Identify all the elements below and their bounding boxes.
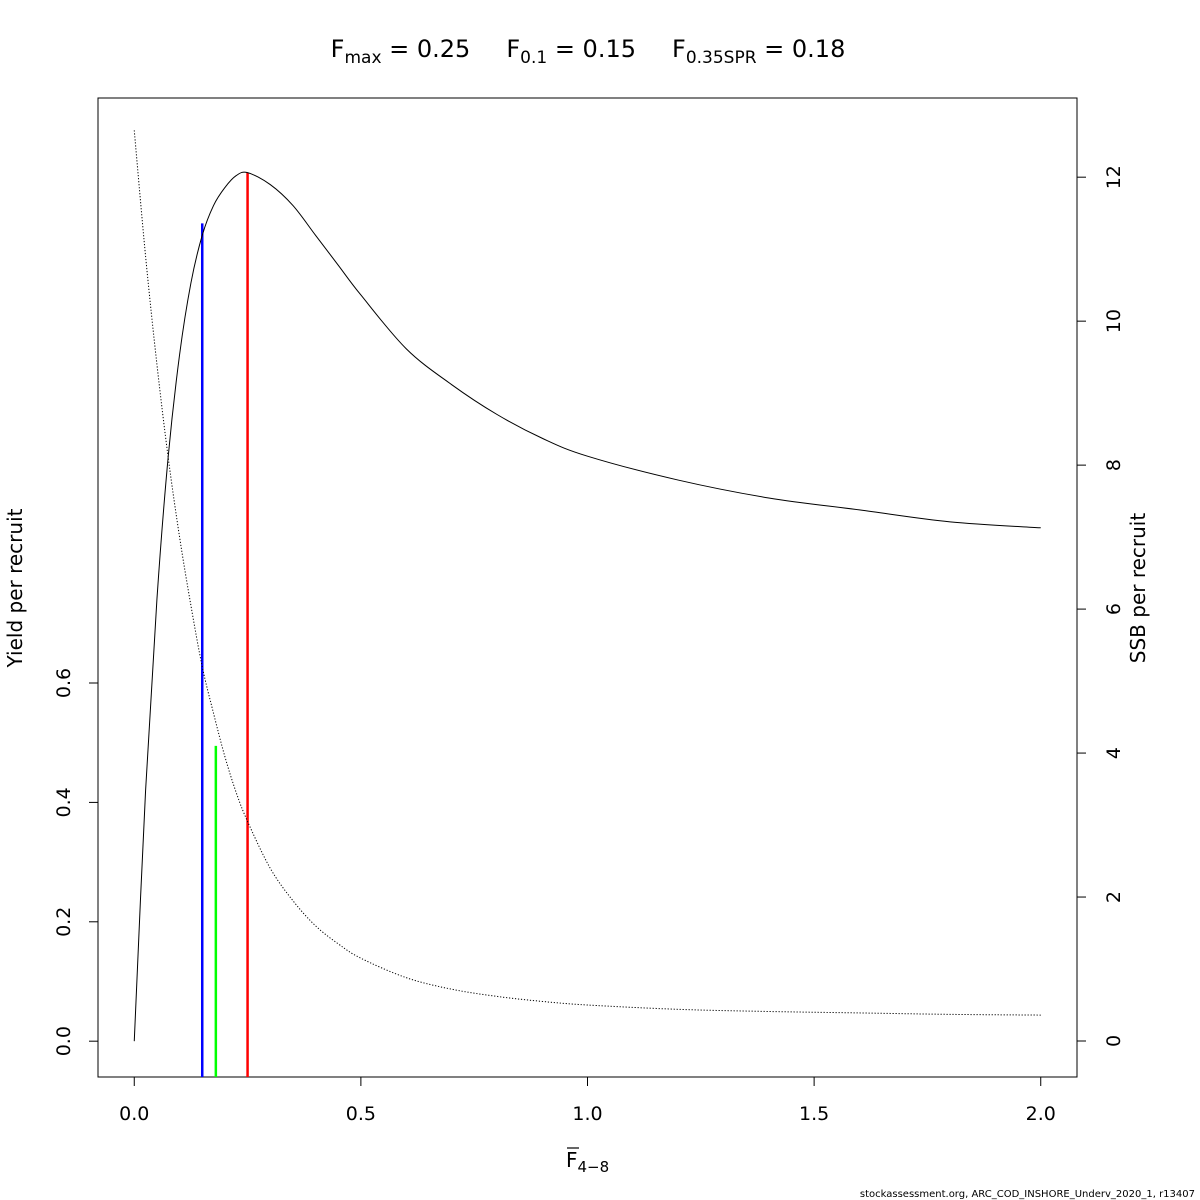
- y-right-tick-label: 12: [1103, 165, 1125, 189]
- svg-text:F4−8: F4−8: [566, 1148, 609, 1176]
- y-left-tick-label: 0.2: [53, 907, 75, 937]
- series-layer: [133, 130, 1041, 1042]
- title-fmax-base: F: [331, 35, 345, 63]
- x-tick-label: 0.0: [119, 1103, 149, 1125]
- y-right-axis: 0 2 4 6 8 10 12: [1077, 165, 1125, 1047]
- x-axis: 0.0 0.5 1.0 1.5 2.0: [119, 1077, 1056, 1125]
- plot-frame: [97, 97, 1078, 1078]
- chart-title: Fmax = 0.25 F0.1 = 0.15 F0.35SPR = 0.18: [331, 35, 846, 68]
- y-left-tick-label: 0.6: [53, 668, 75, 698]
- y-left-tick-label: 0.0: [53, 1026, 75, 1056]
- x-axis-label-base: F: [566, 1148, 578, 1172]
- y-left-tick-label: 0.4: [53, 787, 75, 817]
- x-tick-label: 2.0: [1026, 1103, 1056, 1125]
- title-f01-eq: = 0.15: [547, 35, 636, 63]
- x-axis-label: F4−8: [566, 1147, 609, 1176]
- title-f01-base: F: [506, 35, 520, 63]
- y-right-tick-label: 0: [1103, 1035, 1125, 1047]
- y-right-tick-label: 2: [1103, 891, 1125, 903]
- x-tick-label: 1.5: [799, 1103, 829, 1125]
- x-tick-label: 1.0: [572, 1103, 602, 1125]
- yield-per-recruit-line: [133, 171, 1041, 1042]
- reference-lines: [200, 172, 249, 1077]
- title-fmax-eq: = 0.25: [382, 35, 471, 63]
- x-axis-label-sub: 4−8: [578, 1158, 610, 1176]
- title-fmax-sub: max: [344, 48, 381, 68]
- y-right-axis-label: SSB per recruit: [1126, 513, 1150, 664]
- ssb-per-recruit-line: [133, 130, 1041, 1016]
- title-f01-sub: 0.1: [520, 48, 547, 68]
- footer-credit: stockassessment.org, ARC_COD_INSHORE_Und…: [860, 1189, 1195, 1200]
- y-left-axis-label: Yield per recruit: [3, 508, 27, 668]
- y-right-tick-label: 4: [1103, 747, 1125, 759]
- title-fspr-sub: 0.35SPR: [686, 48, 757, 68]
- title-fspr-eq: = 0.18: [757, 35, 846, 63]
- y-right-tick-label: 10: [1103, 309, 1125, 333]
- y-right-tick-label: 8: [1103, 459, 1125, 471]
- title-fspr-base: F: [672, 35, 686, 63]
- y-left-axis: 0.0 0.2 0.4 0.6: [53, 668, 98, 1056]
- y-right-tick-label: 6: [1103, 603, 1125, 615]
- x-tick-label: 0.5: [346, 1103, 376, 1125]
